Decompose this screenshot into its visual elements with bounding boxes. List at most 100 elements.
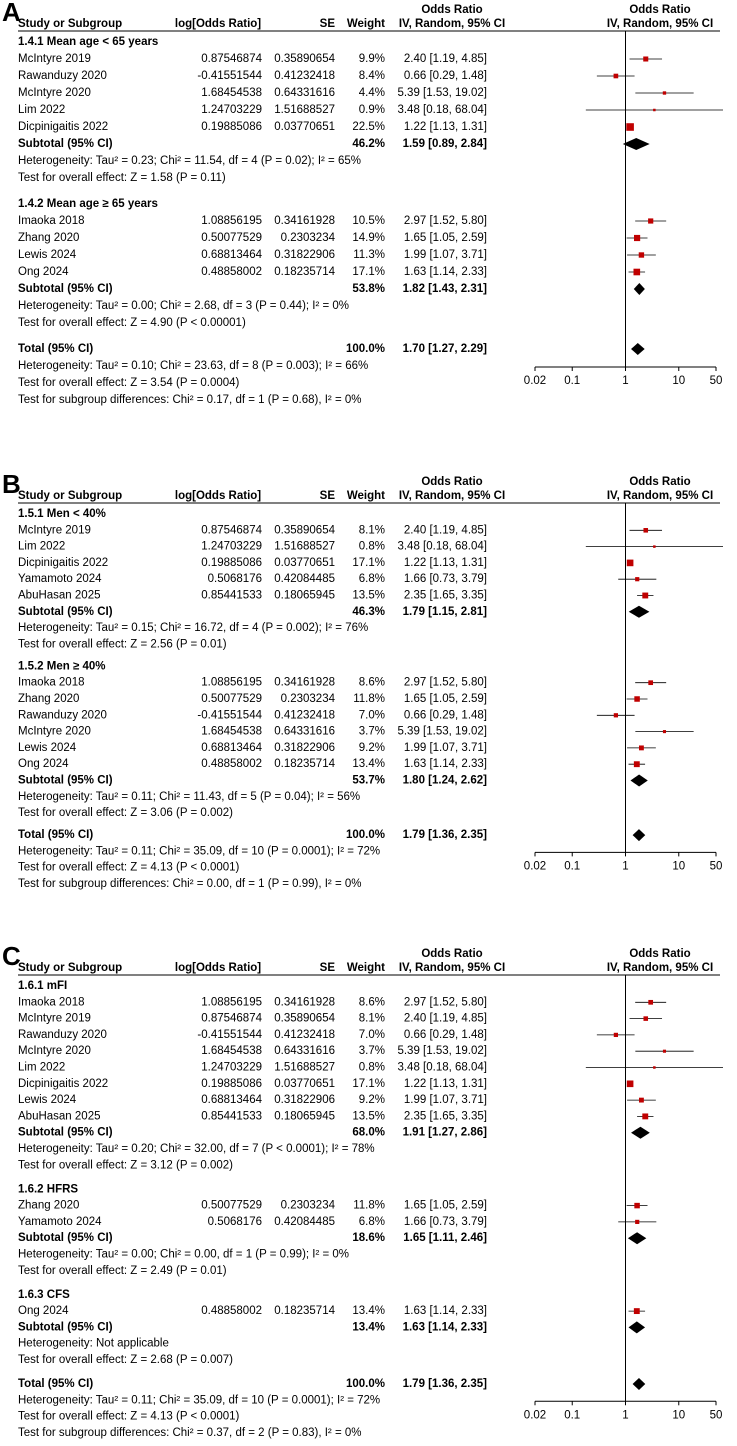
log-or: 0.48858002 [201, 266, 262, 278]
total-ci: 1.70 [1.27, 2.29] [403, 343, 488, 355]
se: 0.64331616 [274, 726, 335, 738]
ci-label: 0.66 [0.29, 1.48] [404, 70, 487, 82]
study-marker [613, 713, 619, 718]
ci-label: 1.99 [1.07, 3.71] [404, 742, 487, 754]
weight: 0.8% [359, 541, 385, 553]
x-tick-label: 0.1 [564, 375, 580, 387]
total-label: Total (95% CI) [18, 1378, 93, 1390]
x-tick-label: 1 [622, 860, 628, 872]
study-name: Dicpinigaitis 2022 [18, 121, 108, 133]
study-name: Dicpinigaitis 2022 [18, 1078, 108, 1090]
log-or: 0.68813464 [201, 742, 262, 754]
study-name: Lim 2022 [18, 104, 65, 116]
log-or: 0.19885086 [201, 121, 262, 133]
total-note: Test for overall effect: Z = 4.13 (P < 0… [18, 862, 240, 874]
study-marker [653, 1066, 656, 1069]
total-note: Heterogeneity: Tau² = 0.11; Chi² = 35.09… [18, 1394, 380, 1406]
group-note: Heterogeneity: Tau² = 0.00; Chi² = 0.00,… [18, 1249, 349, 1261]
log-or: -0.41551544 [197, 70, 262, 82]
se: 0.18235714 [274, 1305, 335, 1317]
study-marker [648, 999, 654, 1005]
log-or: 0.19885086 [201, 557, 262, 569]
ci-label: 5.39 [1.53, 19.02] [397, 87, 487, 99]
group-title: 1.5.2 Men ≥ 40% [18, 660, 106, 672]
ci-label: 5.39 [1.53, 19.02] [397, 726, 487, 738]
x-tick-label: 1 [622, 375, 628, 387]
study-name: Yamamoto 2024 [18, 573, 102, 585]
study-name: Lim 2022 [18, 1062, 65, 1074]
se: 0.64331616 [274, 87, 335, 99]
se: 0.03770651 [274, 1078, 335, 1090]
se: 0.35890654 [274, 53, 335, 65]
study-marker [643, 1016, 649, 1021]
panel-label: C [2, 941, 21, 971]
group-note: Test for overall effect: Z = 2.68 (P = 0… [18, 1354, 233, 1366]
panel: C Odds Ratio Odds Ratio Study or Subgroup lo… [2, 941, 723, 1439]
total-label: Total (95% CI) [18, 343, 93, 355]
study-marker [653, 545, 656, 548]
study-marker [633, 761, 640, 768]
log-or: -0.41551544 [197, 709, 262, 721]
study-marker [643, 528, 649, 533]
x-tick-label: 50 [710, 1409, 723, 1421]
log-or: 1.24703229 [201, 104, 262, 116]
se: 0.18065945 [274, 590, 335, 602]
study-marker [662, 730, 667, 734]
panel-label: A [2, 0, 21, 27]
log-or: 0.50077529 [201, 232, 262, 244]
subtotal-weight: 13.4% [352, 1321, 385, 1333]
header-method: IV, Random, 95% CI [399, 18, 505, 30]
total-ci: 1.79 [1.36, 2.35] [403, 829, 488, 841]
subtotal-label: Subtotal (95% CI) [18, 606, 113, 618]
se: 0.2303234 [281, 232, 336, 244]
header-weight: Weight [347, 962, 385, 974]
summary-diamond [627, 1232, 647, 1245]
ci-label: 3.48 [0.18, 68.04] [397, 541, 487, 553]
x-tick-label: 0.02 [524, 1409, 546, 1421]
study-marker [643, 56, 649, 62]
group-title: 1.6.2 HFRS [18, 1183, 78, 1195]
group-title: 1.6.1 mFI [18, 980, 67, 992]
weight: 11.3% [353, 249, 385, 261]
summary-diamond [628, 605, 650, 618]
header-se: SE [320, 490, 336, 502]
log-or: 0.87546874 [201, 53, 262, 65]
ci-label: 1.99 [1.07, 3.71] [404, 249, 487, 261]
se: 1.51688527 [274, 1062, 335, 1074]
se: 0.31822906 [274, 249, 335, 261]
weight: 8.1% [359, 524, 385, 536]
ci-label: 1.22 [1.13, 1.31] [404, 1078, 487, 1090]
log-or: 1.08856195 [201, 215, 262, 227]
panel: A Odds Ratio Odds Ratio Study or Subgroup lo… [2, 0, 723, 406]
x-tick-label: 0.1 [564, 1409, 580, 1421]
se: 0.2303234 [281, 1200, 336, 1212]
header-log-or: log[Odds Ratio] [175, 962, 261, 974]
study-name: Ong 2024 [18, 266, 69, 278]
se: 0.35890654 [274, 1013, 335, 1025]
log-or: 1.68454538 [201, 1045, 262, 1057]
ci-label: 1.63 [1.14, 2.33] [404, 1305, 487, 1317]
ci-label: 1.22 [1.13, 1.31] [404, 557, 487, 569]
group-note: Test for overall effect: Z = 1.58 (P = 0… [18, 172, 226, 184]
subtotal-ci: 1.65 [1.11, 2.46] [403, 1232, 487, 1244]
se: 0.42084485 [274, 573, 335, 585]
ci-label: 0.66 [0.29, 1.48] [404, 1029, 487, 1041]
summary-diamond [633, 283, 645, 295]
header-effect: Odds Ratio [629, 948, 690, 960]
ci-label: 1.63 [1.14, 2.33] [404, 758, 487, 770]
subtotal-weight: 18.6% [352, 1232, 385, 1244]
study-marker [638, 1097, 644, 1103]
group-note: Test for overall effect: Z = 2.56 (P = 0… [18, 638, 227, 650]
group-note: Heterogeneity: Tau² = 0.15; Chi² = 16.72… [18, 622, 368, 634]
log-or: 0.85441533 [201, 590, 262, 602]
group-note: Heterogeneity: Tau² = 0.00; Chi² = 2.68,… [18, 300, 349, 312]
total-note: Test for subgroup differences: Chi² = 0.… [18, 394, 362, 406]
subtotal-label: Subtotal (95% CI) [18, 283, 113, 295]
log-or: 0.87546874 [201, 524, 262, 536]
study-marker [633, 234, 641, 242]
study-name: Dicpinigaitis 2022 [18, 557, 108, 569]
weight: 3.7% [359, 1045, 385, 1057]
ci-label: 1.66 [0.73, 3.79] [404, 573, 487, 585]
header-effect: Odds Ratio [421, 948, 482, 960]
log-or: 1.08856195 [201, 677, 262, 689]
